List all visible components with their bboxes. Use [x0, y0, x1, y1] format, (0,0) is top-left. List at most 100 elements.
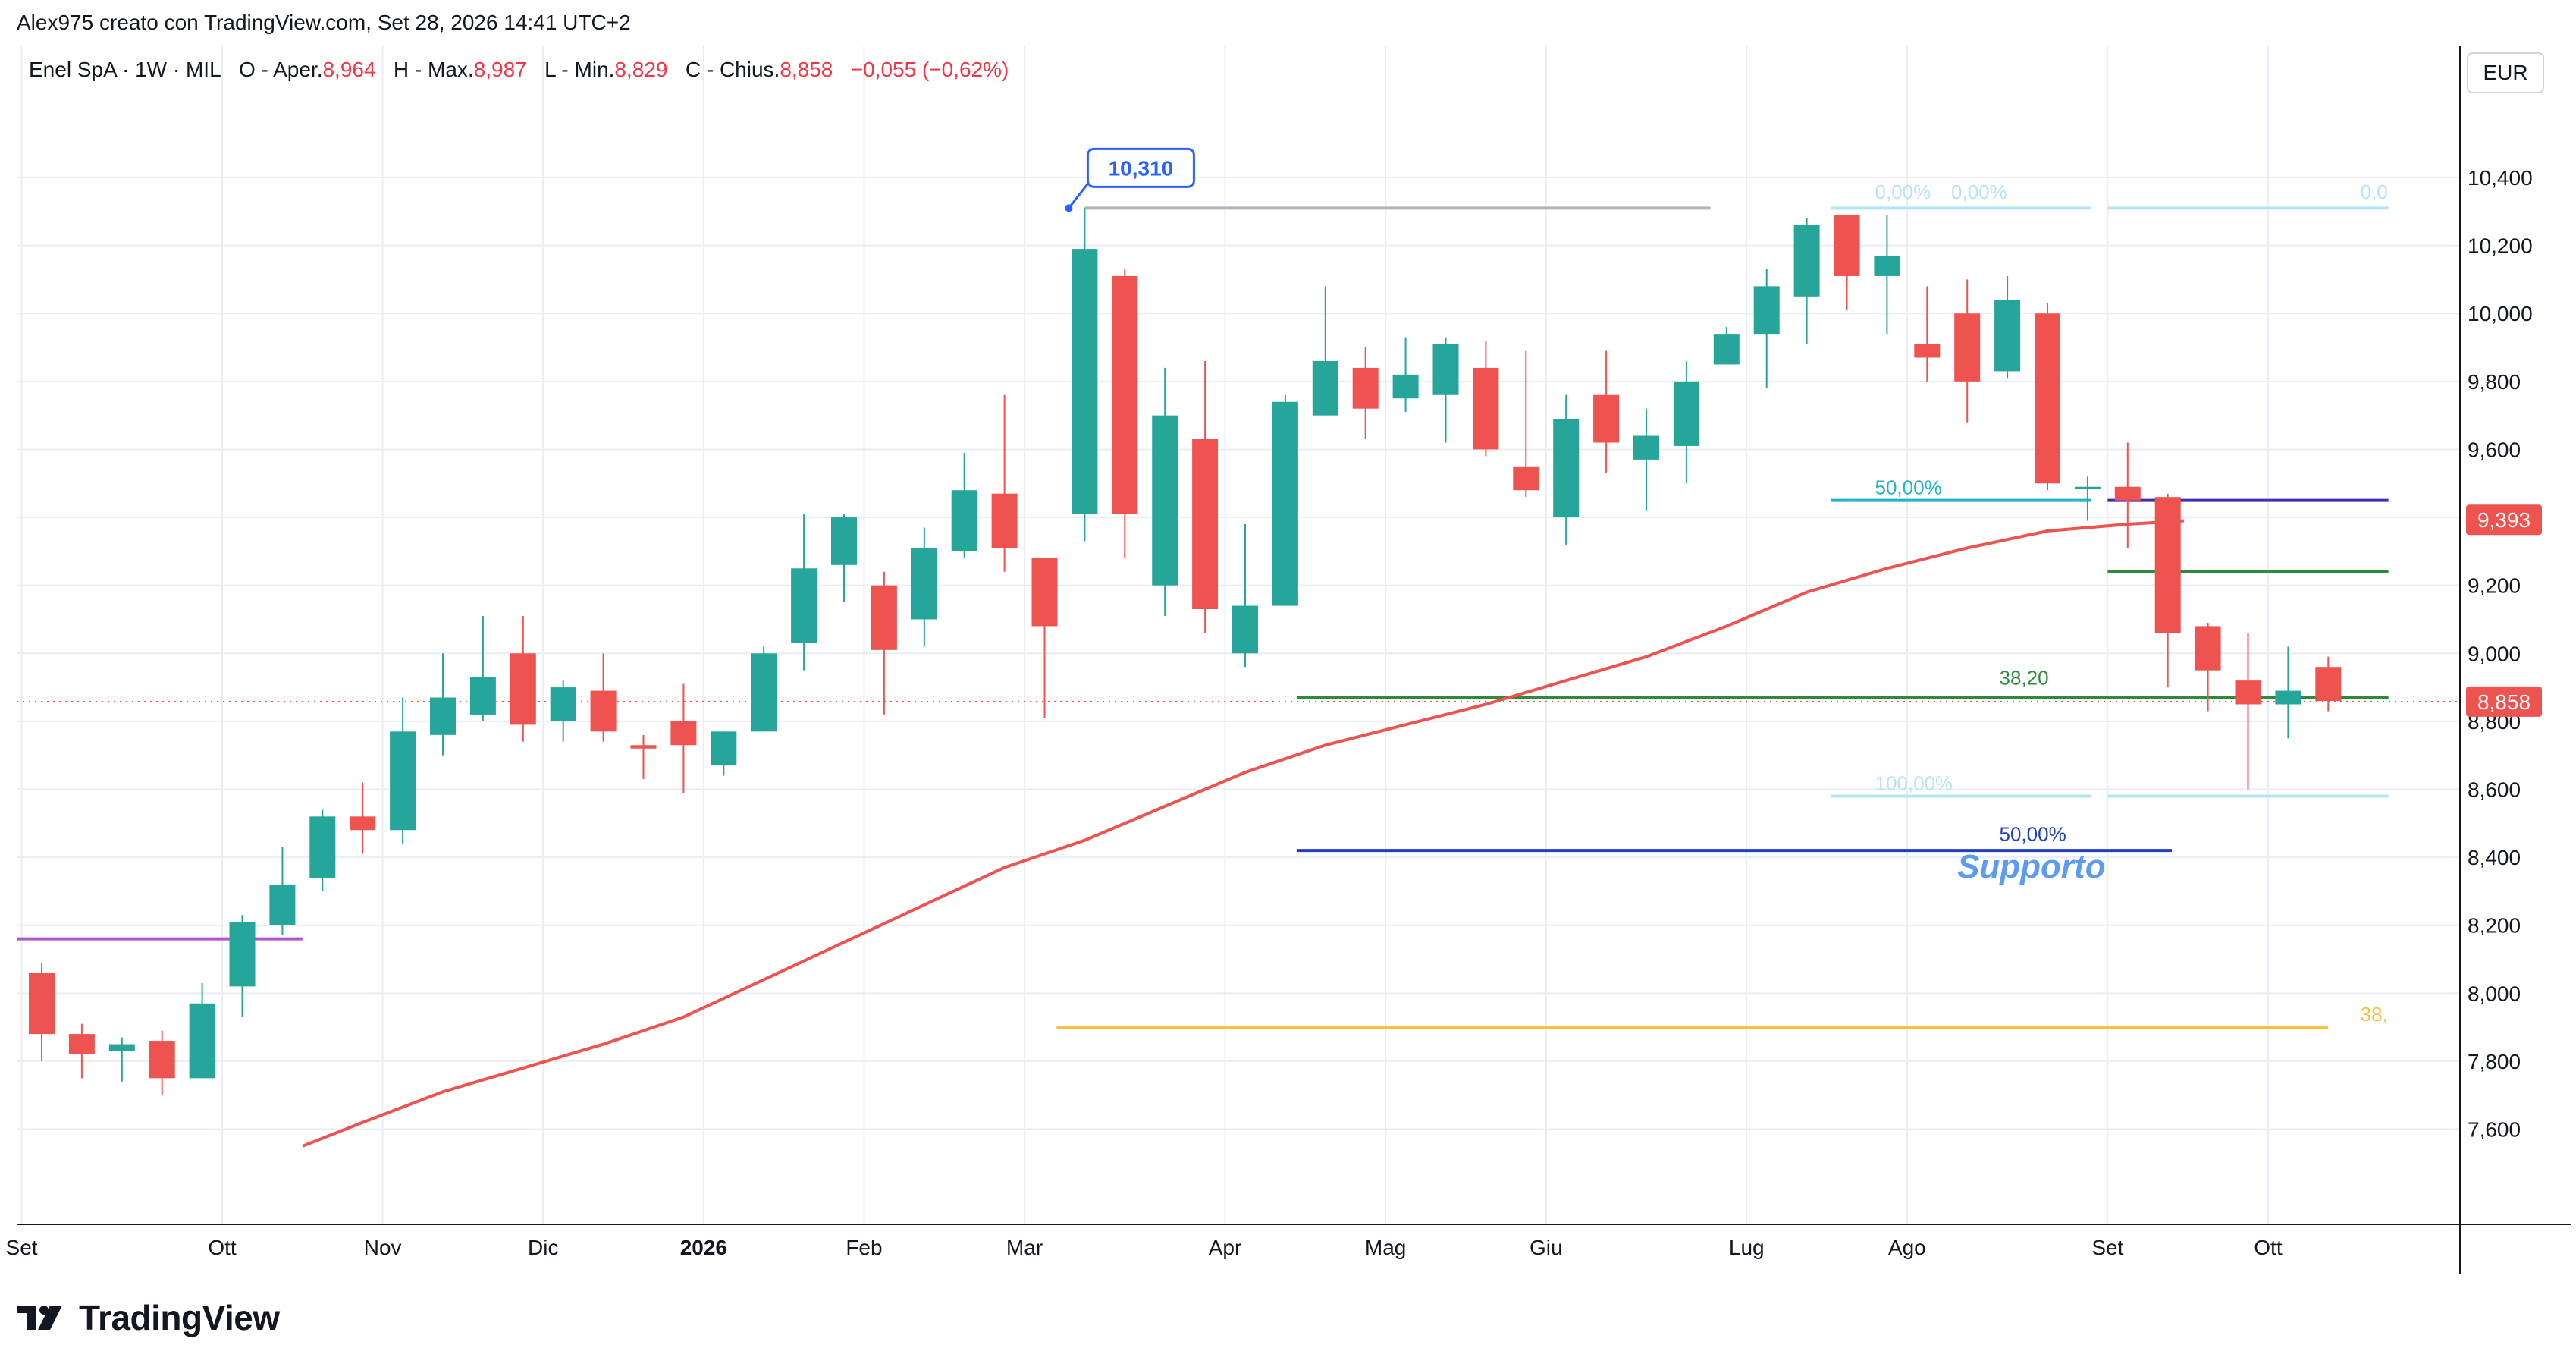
candle: [68, 1023, 95, 1079]
candle: [751, 646, 777, 732]
candle-body: [68, 1034, 95, 1054]
candle-body: [1513, 466, 1539, 491]
candle: [1753, 269, 1780, 388]
high-callout-box: [1086, 147, 1195, 188]
candle: [1232, 524, 1258, 668]
candle: [149, 1030, 175, 1095]
candle: [510, 615, 536, 742]
candle: [951, 452, 977, 558]
high-value: 8,987: [473, 58, 527, 81]
candle: [189, 982, 215, 1079]
candle-body: [1112, 275, 1138, 514]
candle: [911, 527, 937, 647]
moving-average-line: [302, 519, 2184, 1148]
candle-body: [1232, 605, 1258, 654]
author-line: Alex975 creato con TradingView.com, Set …: [17, 11, 631, 34]
support-label: Supporto: [1957, 848, 2106, 885]
candle-body: [2275, 690, 2301, 705]
candle-body: [1352, 367, 1379, 409]
candle: [229, 915, 256, 1017]
candle: [2074, 476, 2101, 521]
candle: [309, 809, 336, 891]
x-tick-label: Mag: [1365, 1236, 1406, 1259]
candle: [1272, 394, 1298, 606]
symbol-name[interactable]: Enel SpA · 1W · MIL: [29, 58, 221, 81]
x-tick-label: Ago: [1888, 1236, 1926, 1259]
candle: [1874, 215, 1900, 335]
y-tick-label: 9,600: [2468, 438, 2521, 461]
candle: [1192, 360, 1219, 633]
x-tick-label: Ott: [2254, 1236, 2283, 1259]
open-label: O - Aper.: [238, 58, 323, 81]
candle: [871, 571, 897, 715]
candle-body: [951, 490, 977, 551]
last-price-badge-label: 8,858: [2477, 690, 2531, 714]
candle: [2154, 493, 2181, 688]
candle-body: [991, 493, 1018, 548]
candle-body: [1312, 360, 1338, 416]
level-label: 0,00%: [1875, 181, 1931, 203]
candle: [711, 731, 737, 776]
candle: [430, 653, 456, 756]
candle: [2035, 303, 2060, 491]
annotations: 0,00% 0,00% 0,0 50,00% 38,20 100,00% 50,00% 38,…: [1065, 147, 2388, 1026]
close-label: C - Chius.: [685, 58, 780, 81]
level-label: 38,: [2361, 1003, 2388, 1026]
x-tick-label: Set: [2091, 1236, 2123, 1259]
level-label: 50,00%: [1875, 476, 1942, 499]
candle: [1513, 350, 1539, 498]
y-tick-label: 9,200: [2468, 574, 2521, 598]
candle: [1793, 218, 1820, 344]
y-tick-label: 10,200: [2468, 234, 2533, 258]
candle: [1994, 275, 2021, 379]
candle-body: [590, 690, 617, 732]
candle: [1914, 286, 1941, 382]
candle-body: [1072, 249, 1098, 514]
candle-body: [2035, 313, 2060, 484]
candle: [2275, 646, 2301, 739]
candle-body: [1994, 300, 2021, 372]
candle: [590, 653, 617, 742]
x-tick-label: Dic: [528, 1236, 558, 1259]
x-tick-label: 2026: [680, 1236, 727, 1259]
candle-body: [1392, 374, 1419, 399]
y-tick-label: 10,000: [2468, 302, 2533, 325]
level-label: 0,00%: [1951, 181, 2007, 203]
y-tick-label: 8,200: [2468, 914, 2521, 938]
candle: [1834, 215, 1860, 310]
candle-body: [1954, 313, 1981, 382]
x-tick-label: Giu: [1530, 1236, 1563, 1259]
candle-body: [751, 653, 777, 732]
x-tick-label: Lug: [1729, 1236, 1765, 1259]
candle-body: [1192, 439, 1219, 610]
candle-body: [149, 1041, 175, 1079]
candle-body: [2315, 667, 2342, 702]
candle-body: [1914, 344, 1941, 358]
candle: [29, 963, 55, 1061]
moving-average: [302, 519, 2184, 1148]
ma-price-badge-bg: [2466, 504, 2542, 536]
candle-body: [1031, 558, 1058, 627]
candle-body: [911, 548, 937, 620]
x-tick-label: Mar: [1006, 1236, 1043, 1259]
candle-body: [1473, 367, 1499, 450]
candle-body: [1633, 435, 1659, 460]
candle: [350, 782, 376, 854]
candle-body: [1152, 415, 1178, 586]
high-label: H - Max.: [393, 58, 474, 81]
x-tick-label: Ott: [208, 1236, 237, 1259]
candle-body: [350, 816, 376, 831]
y-tick-label: 9,800: [2468, 370, 2521, 394]
candle: [390, 697, 416, 844]
candle-body: [630, 745, 657, 749]
candle-body: [1793, 225, 1820, 297]
candle: [269, 847, 296, 936]
tradingview-brand[interactable]: TradingView: [17, 1297, 280, 1338]
candle: [630, 734, 657, 780]
y-tick-label: 8,000: [2468, 982, 2521, 1005]
x-tick-label: Feb: [846, 1236, 882, 1259]
candle: [1553, 394, 1580, 545]
drawing-lines: [17, 206, 2460, 1029]
open-value: 8,964: [322, 58, 376, 81]
